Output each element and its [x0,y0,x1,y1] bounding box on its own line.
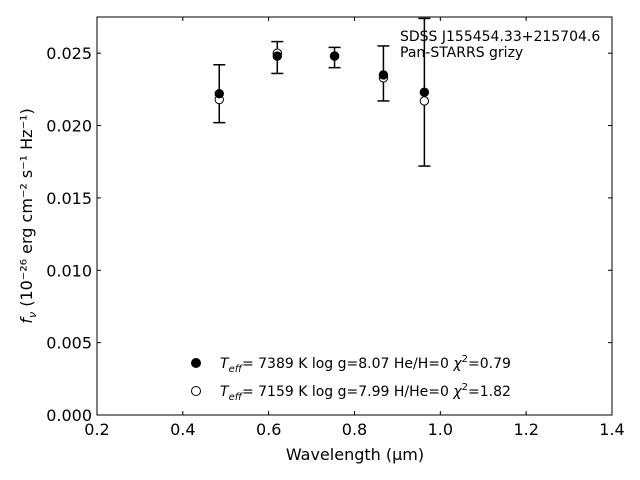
x-tick-label: 0.8 [342,420,367,439]
annotation-line-2: Pan-STARRS grizy [400,45,523,61]
point-open [419,96,430,106]
x-tick-label: 0.2 [84,420,109,439]
y-tick-label: 0.010 [46,261,92,280]
x-tick-label: 1.2 [513,420,538,439]
legend-chi-2: =1.82 [468,384,511,400]
legend: Teff= 7389 K log g=8.07 He/H=0 χ2=0.79 T… [191,354,511,403]
x-tick-label: 0.6 [256,420,281,439]
axis-ticks: 0.2 0.4 0.6 0.8 1.0 1.2 1.4 0.000 0.005 0.010 0.01… [46,17,625,439]
point-filled [329,51,340,61]
legend-entry-2: Teff= 7159 K log g=7.99 H/He=0 χ2=1.82 [191,382,511,403]
legend-chi-1: =0.79 [468,356,511,372]
y-tick-label: 0.015 [46,189,92,208]
y-tick-label: 0.020 [46,117,92,136]
annotation-line-1: SDSS J155454.33+215704.6 [400,29,600,45]
legend-marker-filled [191,358,201,368]
y-tick-label: 0.005 [46,334,92,353]
point-filled [419,87,430,97]
y-axis-label: fν (10⁻²⁶ erg cm⁻² s⁻¹ Hz⁻¹) [17,108,39,323]
x-axis-label: Wavelength (μm) [286,445,424,464]
x-tick-label: 1.0 [428,420,453,439]
legend-entry-1: Teff= 7389 K log g=8.07 He/H=0 χ2=0.79 [191,354,511,375]
annotation: SDSS J155454.33+215704.6 Pan-STARRS griz… [400,29,600,61]
legend-marker-open [191,386,201,396]
plot-frame [96,16,613,416]
point-filled [214,89,224,99]
y-tick-label: 0.025 [46,44,92,63]
legend-logg-1: log g=8.07 [312,356,390,372]
legend-comp-1: He/H=0 [394,356,449,372]
x-tick-label: 0.4 [170,420,195,439]
point-filled [378,70,389,80]
x-tick-label: 1.4 [599,420,624,439]
legend-logg-2: log g=7.99 [312,384,390,400]
legend-text-2: Teff= 7159 K log g=7.99 H/He=0 χ2=1.82 [220,382,511,403]
legend-teff-2: 7159 K [258,384,308,400]
data-points [214,48,430,106]
legend-text-1: Teff= 7389 K log g=8.07 He/H=0 χ2=0.79 [220,354,511,375]
y-tick-label: 0.000 [46,406,92,425]
point-filled [272,51,282,61]
error-bars [213,17,431,167]
legend-teff-1: 7389 K [258,356,308,372]
legend-comp-2: H/He=0 [394,384,449,400]
